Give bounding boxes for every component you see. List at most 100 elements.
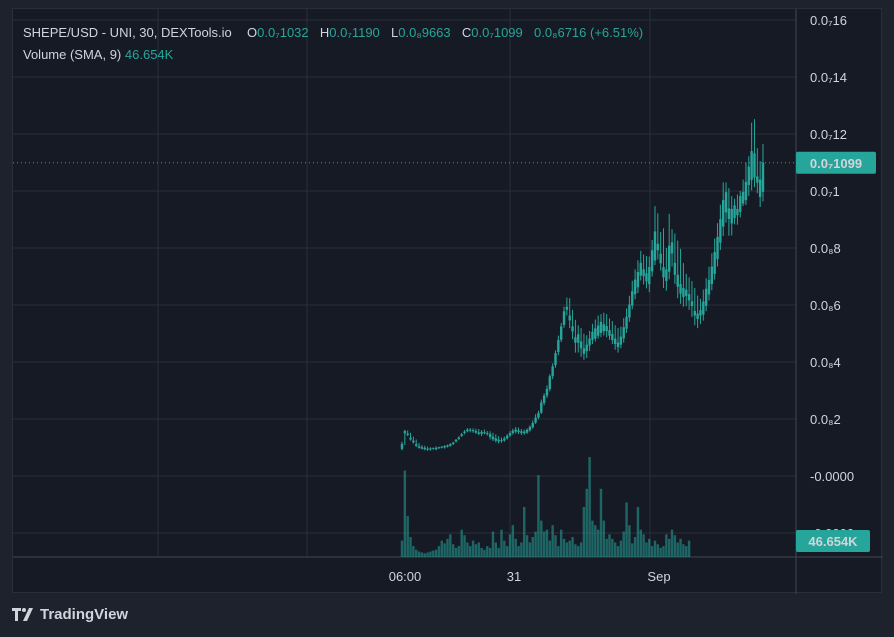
tradingview-footer[interactable]: TradingView [12, 606, 128, 623]
volume-bar [437, 546, 441, 557]
volume-bar [571, 537, 574, 557]
chart-frame: 0.0₇16 0.0₇14 0.0₇12 0.0₇1 0.0₈8 0.0₈6 0.0₈4 0.… [12, 8, 883, 594]
candle-body [463, 431, 466, 433]
y-tick-label: 0.0₇16 [810, 13, 847, 28]
volume-bar [562, 538, 566, 557]
volume-bar [469, 546, 472, 557]
candle-body [554, 353, 557, 366]
candle-body [423, 447, 426, 450]
candle-body [599, 321, 603, 333]
volume-bar [559, 529, 563, 557]
candle-body [417, 446, 421, 448]
volume-bar [613, 542, 617, 557]
candle-body [451, 442, 455, 445]
y-tick-label: 0.0₇12 [810, 127, 847, 142]
candle-body [483, 432, 486, 434]
volume-bar [497, 547, 500, 557]
volume-bar [531, 537, 534, 557]
candle-body [454, 439, 458, 442]
candle-body [505, 435, 509, 439]
candle-body [523, 431, 526, 434]
y-tick-label: 0.0₇1 [810, 184, 840, 199]
candle-body [486, 432, 489, 435]
candle-body [480, 431, 483, 434]
candle-body [426, 448, 429, 450]
volume-bar [616, 546, 620, 557]
candle-body [665, 269, 668, 282]
candle-body [682, 287, 685, 298]
candle-body [579, 341, 583, 349]
volume-bar [628, 525, 631, 557]
volume-bar [645, 542, 648, 557]
candle-body [545, 388, 549, 396]
volume-bar [406, 516, 409, 557]
volume-bar [463, 535, 466, 557]
candle-body [733, 205, 736, 219]
candle-body [613, 338, 617, 345]
y-tick-label: 0.0₇14 [810, 70, 847, 85]
candle-body [403, 430, 407, 434]
candle-body [650, 250, 654, 272]
tradingview-brand: TradingView [40, 606, 129, 623]
symbol-title: SHEPE/USD - UNI, 30, DEXTools.io [23, 25, 232, 40]
candle-body [460, 434, 463, 436]
candle-body [622, 327, 625, 339]
candle-body [537, 413, 540, 418]
volume-bar [625, 502, 628, 557]
volume-bar [446, 538, 449, 557]
candle-body [653, 231, 657, 261]
y-tick-label: 0.0₈4 [810, 355, 841, 370]
ohlc-high-label: H [319, 25, 330, 40]
candle-body [758, 179, 762, 197]
candle-body [574, 337, 577, 343]
candle-body [690, 301, 694, 307]
volume-bar [415, 549, 418, 557]
candle-body [449, 444, 452, 446]
chart-svg[interactable]: 0.0₇16 0.0₇14 0.0₇12 0.0₇1 0.0₈8 0.0₈6 0.0₈4 0.… [13, 9, 883, 594]
candle-body [588, 338, 591, 346]
chart-legend-volume: Volume (SMA, 9) 46.654K [23, 47, 173, 62]
candle-body [656, 243, 660, 251]
volume-bar [480, 547, 483, 557]
candle-body [750, 151, 753, 180]
volume-bar [454, 547, 458, 557]
candle-body [636, 271, 640, 288]
volume-bar [517, 546, 520, 557]
volume-bar [594, 525, 597, 557]
volume-bar [574, 544, 577, 557]
candle-body [471, 430, 475, 432]
candle-body [642, 269, 645, 277]
candle-body [551, 366, 554, 377]
chart-legend-ohlc: SHEPE/USD - UNI, 30, DEXTools.io O0.0₇10… [23, 25, 643, 40]
candle-body [730, 208, 733, 224]
volume-bar [525, 535, 529, 557]
volume-bar [650, 546, 654, 557]
volume-bar [423, 553, 426, 557]
volume-bar [443, 543, 446, 557]
volume-bar [409, 537, 412, 557]
volume-bar [631, 543, 634, 557]
candle-body [488, 434, 492, 437]
candle-body [477, 432, 480, 434]
candle-body [440, 446, 443, 448]
volume-bar [412, 546, 415, 557]
volume-bar [460, 529, 463, 557]
volume-bar [591, 520, 594, 557]
candle-body [559, 326, 563, 340]
candle-body [633, 279, 637, 295]
candle-body [676, 274, 679, 287]
volume-bar [449, 534, 452, 557]
candle-body [761, 162, 765, 192]
volume-bar [520, 542, 523, 557]
candle-body [679, 283, 682, 294]
volume-bar [429, 551, 432, 557]
volume-bar [667, 538, 671, 557]
candle-body [628, 304, 631, 318]
volume-bar [577, 546, 580, 557]
volume-bar [403, 470, 407, 557]
candle-body [645, 273, 648, 282]
volume-bar [440, 540, 443, 557]
volume-bar [596, 529, 600, 557]
volume-bar [679, 538, 682, 557]
price-tag-badge [796, 151, 876, 174]
